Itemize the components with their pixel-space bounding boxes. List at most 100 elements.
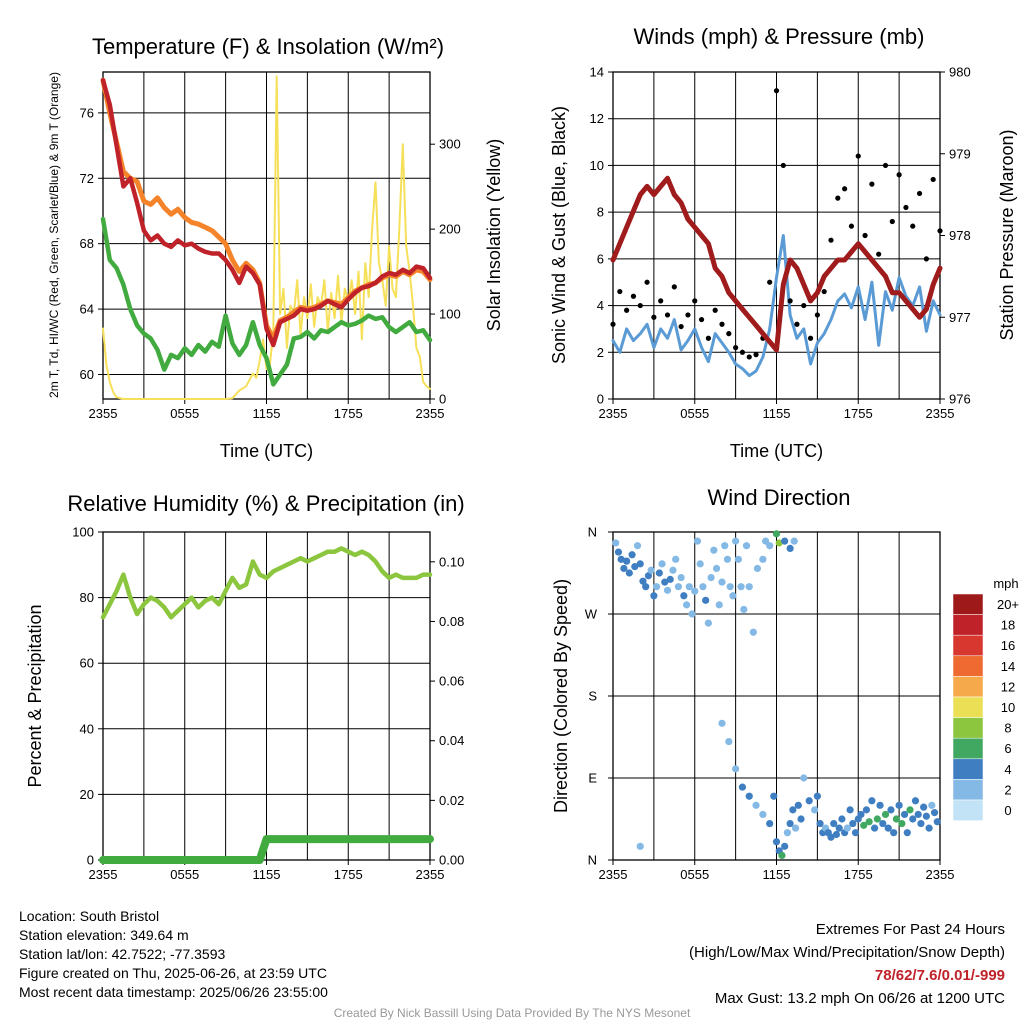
gust-point (889, 218, 895, 225)
y-tick-label: 60 (80, 656, 94, 671)
plot-frame (102, 71, 431, 400)
x-tick-label: 1155 (253, 867, 281, 882)
x-tick-label: 1755 (844, 406, 873, 421)
gust-point (678, 323, 684, 330)
gust-point (869, 181, 875, 187)
panel-title: Relative Humidity (%) & Precipitation (i… (67, 491, 464, 516)
wind-direction-point (879, 819, 887, 828)
wind-direction-point (876, 801, 884, 809)
wind-direction-point (846, 806, 854, 814)
colorbar-swatch (952, 696, 984, 718)
wind-direction-point (813, 792, 821, 800)
y2-tick-label: 0.04 (439, 733, 464, 748)
y2-tick-label: 976 (949, 392, 971, 407)
gust-point (746, 354, 752, 360)
wind-direction-point (917, 819, 925, 828)
panel-title: Winds (mph) & Pressure (mb) (634, 24, 925, 49)
wind-direction-point (732, 765, 740, 773)
gust-point (753, 352, 759, 358)
gust-point (923, 256, 929, 262)
x-tick-label: 1155 (253, 406, 281, 421)
wind-direction-point (734, 555, 742, 563)
extremes-title: Extremes For Past 24 Hours (815, 921, 1005, 938)
y-tick-label: 20 (80, 787, 94, 802)
wind-direction-point (749, 628, 757, 636)
max-gust: Max Gust: 13.2 mph On 06/26 at 1200 UTC (714, 990, 1005, 1007)
y-tick-label: 68 (80, 236, 94, 251)
wind-direction-point (682, 601, 691, 609)
gust-point (767, 279, 773, 285)
y-tick-label: 2 (597, 345, 604, 360)
y2-tick-label: 0.08 (439, 614, 464, 629)
gust-point (705, 335, 711, 341)
y-tick-label: 12 (590, 111, 604, 126)
gust-point (617, 288, 623, 295)
wind-direction-point (658, 560, 666, 568)
gust-point (733, 345, 739, 351)
gust-point (644, 279, 650, 285)
gust-point (807, 335, 814, 341)
wind-direction-point (838, 815, 846, 823)
y-tick-label: 8 (597, 205, 604, 220)
wind-direction-point (772, 838, 781, 846)
wind-direction-point (906, 806, 914, 814)
wind-direction-point (737, 583, 745, 591)
y-tick-label: 14 (590, 65, 604, 80)
wind-direction-point (783, 829, 792, 837)
x-axis-label: Time (UTC) (730, 441, 823, 461)
plot-frame (102, 531, 431, 861)
gust-point (651, 314, 657, 320)
gust-point (780, 162, 786, 169)
wind-direction-point (766, 819, 774, 828)
x-tick-label: 2355 (89, 867, 118, 882)
colorbar-swatch (952, 593, 984, 615)
y2-tick-label: 0.02 (439, 793, 464, 808)
gust-point (876, 251, 882, 257)
y2-tick-label: 300 (439, 137, 461, 152)
gust-point (685, 312, 691, 318)
wind-direction-point (914, 810, 922, 819)
gust-point (916, 190, 923, 197)
x-tick-label: 0555 (170, 867, 199, 882)
gust-point (658, 298, 664, 304)
y-tick-label: W (585, 607, 598, 622)
wind-direction-point (725, 737, 733, 746)
gust-point (848, 223, 855, 229)
wind-direction-point (636, 560, 644, 568)
wind-direction-point (647, 566, 655, 574)
x-tick-label: 0555 (680, 867, 709, 882)
wind-direction-point (721, 542, 729, 550)
wind-direction-point (843, 824, 851, 832)
x-tick-label: 1155 (763, 406, 791, 421)
wind-direction-point (702, 596, 710, 604)
gust-point (664, 312, 671, 318)
gust-point (610, 321, 616, 327)
wind-direction-point (775, 539, 783, 547)
wind-direction-point (800, 774, 808, 782)
y-tick-label: 60 (80, 367, 94, 382)
station-pressure-line (610, 175, 943, 353)
wind-direction-point (628, 551, 636, 559)
x-tick-label: 2355 (89, 406, 118, 421)
wind-direction-point (868, 797, 876, 805)
wind-direction-point (642, 583, 650, 591)
y2-axis-label: Station Pressure (Maroon) (997, 129, 1017, 340)
x-tick-label: 0555 (680, 406, 709, 421)
station-latlon: Station lat/lon: 42.7522; -77.3593 (19, 946, 226, 962)
wind-direction-point (791, 824, 800, 832)
colorbar-label: 18 (1001, 618, 1015, 633)
wind-direction-point (786, 819, 794, 828)
wind-direction-point (650, 592, 658, 600)
x-tick-label: 2355 (926, 406, 955, 421)
colorbar-label: 8 (1004, 721, 1011, 736)
gust-point (719, 321, 725, 327)
wind-direction-point (860, 821, 868, 829)
gust-point (794, 321, 800, 327)
wind-direction-point (677, 573, 685, 582)
y2-tick-label: 0 (439, 392, 446, 407)
gust-point (835, 195, 841, 201)
y2-tick-label: 200 (439, 222, 461, 237)
wind-direction-point (699, 583, 707, 591)
gust-point (671, 284, 677, 290)
gust-point (692, 298, 698, 304)
